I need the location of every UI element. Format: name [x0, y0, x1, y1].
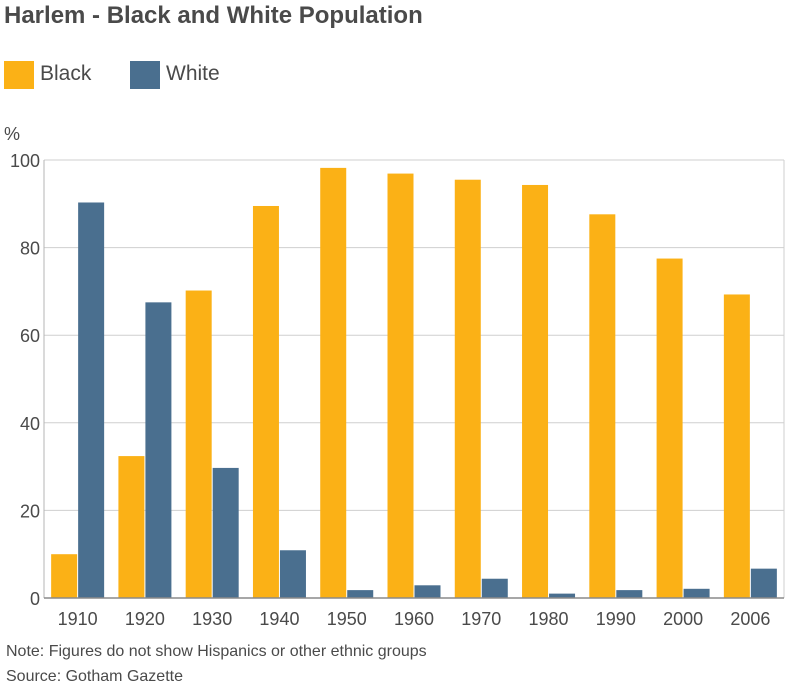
bar-white-1940: [279, 550, 306, 598]
bar-white-1980: [549, 593, 576, 598]
source-text: Source: Gotham Gazette: [6, 668, 183, 685]
legend-label-white: White: [166, 62, 220, 85]
bar-black-1950: [320, 167, 347, 598]
x-tick-label: 2000: [663, 609, 703, 629]
bar-white-1910: [78, 202, 105, 598]
bar-white-1930: [212, 467, 239, 598]
legend-swatch-black: [4, 61, 34, 89]
legend-label-black: Black: [40, 62, 92, 85]
y-tick-label: 60: [20, 326, 40, 346]
y-tick-label: 40: [20, 414, 40, 434]
chart-title: Harlem - Black and White Population: [4, 2, 423, 29]
x-tick-label: 1920: [125, 609, 165, 629]
bar-black-1910: [51, 554, 78, 598]
x-tick-label: 1930: [192, 609, 232, 629]
bar-white-2000: [683, 588, 710, 598]
footnote: Note: Figures do not show Hispanics or o…: [6, 643, 427, 660]
bar-white-2006: [750, 568, 777, 598]
bar-black-1930: [185, 290, 212, 598]
bar-black-1920: [118, 456, 145, 598]
x-tick-label: 2006: [730, 609, 770, 629]
bar-black-2006: [723, 294, 750, 598]
bar-white-1950: [347, 590, 374, 598]
y-tick-label: 80: [20, 239, 40, 259]
bar-white-1970: [481, 578, 508, 598]
x-tick-label: 1940: [259, 609, 299, 629]
y-axis-label: %: [4, 124, 20, 144]
bar-black-2000: [656, 258, 683, 598]
bars: [51, 167, 777, 598]
bar-black-1990: [589, 214, 616, 598]
bar-black-1940: [252, 205, 279, 598]
bar-black-1970: [454, 179, 481, 598]
y-tick-label: 100: [10, 151, 40, 171]
x-tick-label: 1950: [327, 609, 367, 629]
y-tick-labels: 0 20 40 60 80 100: [10, 151, 40, 609]
bar-white-1990: [616, 590, 643, 598]
bar-white-1960: [414, 585, 441, 598]
x-tick-label: 1970: [461, 609, 501, 629]
x-tick-label: 1910: [58, 609, 98, 629]
x-tick-label: 1990: [596, 609, 636, 629]
legend-swatch-white: [130, 61, 160, 89]
x-tick-label: 1960: [394, 609, 434, 629]
bar-white-1920: [145, 302, 172, 598]
bar-black-1980: [522, 184, 549, 598]
bar-black-1960: [387, 173, 414, 598]
x-tick-labels: 1910 1920 1930 1940 1950 1960 1970 1980 1990 2000…: [58, 609, 771, 629]
plot-frame: [43, 160, 785, 599]
y-tick-label: 0: [30, 589, 40, 609]
y-tick-label: 20: [20, 501, 40, 521]
x-tick-label: 1980: [529, 609, 569, 629]
